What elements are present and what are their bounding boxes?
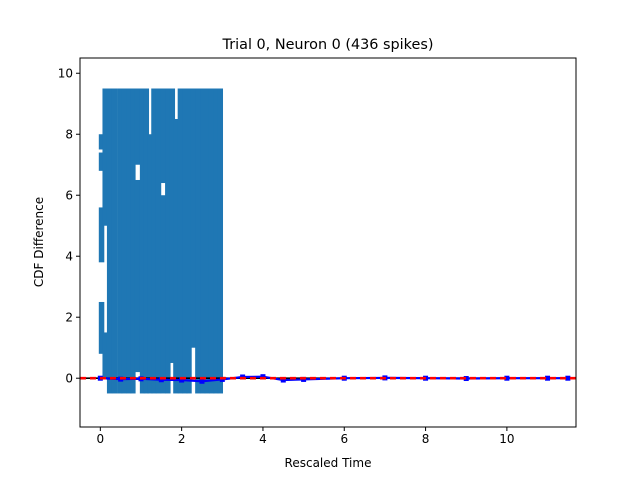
plot-marks <box>80 88 576 394</box>
axes: 0 2 4 6 8 10 0 2 4 6 8 10 <box>58 57 577 446</box>
spike-bar <box>121 88 127 394</box>
y-tick-label: 4 <box>65 250 73 264</box>
spike-bar <box>177 88 184 394</box>
spike-bar <box>134 88 141 165</box>
spike-bar <box>173 118 179 394</box>
spike-bar <box>195 88 201 394</box>
x-tick-label: 2 <box>178 432 186 446</box>
spike-bar <box>208 88 215 394</box>
chart-title: Trial 0, Neuron 0 (436 spikes) <box>222 37 434 53</box>
spike-bar <box>139 88 146 394</box>
spike-bar <box>147 134 153 394</box>
difference-marker <box>463 376 469 382</box>
spike-bar <box>98 134 105 150</box>
spike-bar <box>117 88 123 394</box>
axes-frame <box>79 57 577 428</box>
spike-bar <box>169 88 176 363</box>
y-tick-label: 10 <box>58 67 73 81</box>
x-tick-label: 0 <box>97 432 105 446</box>
spike-bar <box>151 88 157 394</box>
spike-bar <box>204 88 210 394</box>
difference-marker <box>199 378 205 384</box>
difference-marker <box>179 377 185 383</box>
spike-bar <box>213 88 219 394</box>
spike-bar <box>98 301 105 354</box>
plot-area <box>80 88 576 394</box>
spike-bar <box>106 88 113 394</box>
x-tick-label: 6 <box>340 432 348 446</box>
spike-bar <box>102 332 108 379</box>
spike-bar <box>134 179 141 373</box>
spike-bar <box>165 88 171 394</box>
spike-bar <box>98 207 105 263</box>
spike-bar <box>111 88 118 394</box>
spike-bar <box>126 88 132 394</box>
spike-bar <box>186 88 192 394</box>
spike-bar <box>102 88 108 226</box>
x-axis-label: Rescaled Time <box>285 456 372 470</box>
spike-bar <box>217 88 224 394</box>
spike-bar <box>160 195 167 394</box>
y-tick-label: 0 <box>65 372 73 386</box>
difference-marker <box>158 377 164 383</box>
difference-marker <box>545 375 551 381</box>
difference-marker <box>565 375 571 381</box>
difference-marker <box>280 377 286 383</box>
difference-marker <box>504 375 510 381</box>
spike-bar <box>98 152 105 171</box>
spike-bar <box>143 88 150 394</box>
y-tick-label: 8 <box>65 128 73 142</box>
x-tick-label: 8 <box>422 432 430 446</box>
y-tick-label: 2 <box>65 311 73 325</box>
spike-bar <box>155 88 162 394</box>
y-tick-label: 6 <box>65 189 73 203</box>
y-axis-label: CDF Difference <box>32 197 46 287</box>
x-tick-label: 10 <box>499 432 514 446</box>
spike-bar <box>190 88 196 348</box>
spike-bar <box>130 88 136 394</box>
spike-bar <box>160 88 167 184</box>
spike-bar <box>182 88 188 394</box>
x-tick-label: 4 <box>259 432 267 446</box>
difference-marker <box>260 374 266 380</box>
spike-bar <box>200 88 206 394</box>
